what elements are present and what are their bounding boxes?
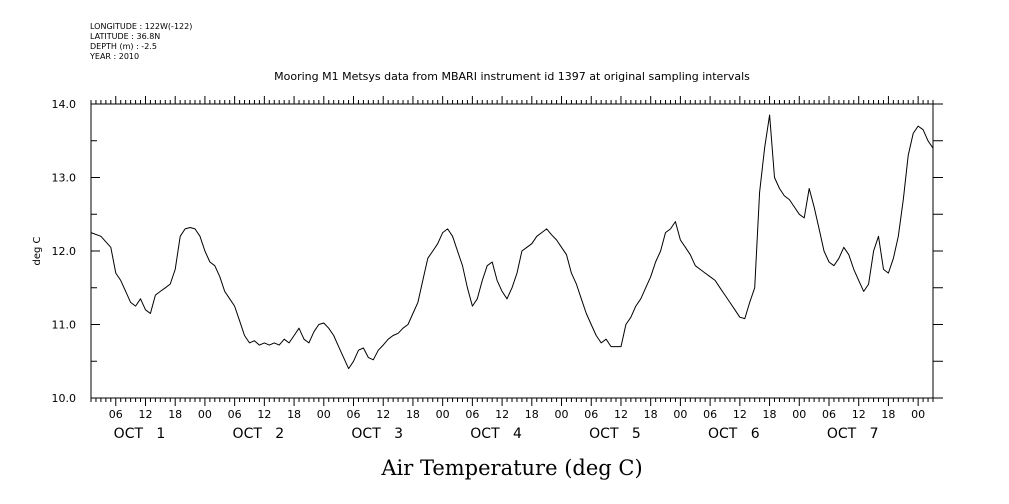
x-hour-label: 12 (614, 408, 628, 421)
x-hour-label: 18 (406, 408, 420, 421)
year-label: YEAR : 2010 (90, 52, 140, 61)
x-day-label: OCT 6 (708, 426, 760, 442)
y-tick-label: 13.0 (52, 172, 77, 185)
y-tick-label: 11.0 (52, 319, 77, 332)
x-hour-label: 06 (109, 408, 123, 421)
series-layer (90, 114, 934, 370)
y-axis: 10.0 11.0 12.0 13.0 14.0 (52, 98, 943, 405)
y-tick-label: 10.0 (52, 392, 77, 405)
x-hour-label: 00 (317, 408, 331, 421)
x-hour-label: 12 (257, 408, 271, 421)
x-hour-label: 00 (198, 408, 212, 421)
x-day-label: OCT 1 (114, 426, 166, 442)
x-hour-label: 06 (347, 408, 361, 421)
x-hour-label: 12 (733, 408, 747, 421)
x-hour-label: 18 (881, 408, 895, 421)
x-hour-label: 12 (138, 408, 152, 421)
x-day-label: OCT 2 (233, 426, 285, 442)
x-hour-label: 06 (822, 408, 836, 421)
series-line (90, 114, 934, 370)
x-hour-label: 00 (673, 408, 687, 421)
x-hour-label: 12 (852, 408, 866, 421)
x-hour-label: 06 (703, 408, 717, 421)
x-hour-label: 06 (465, 408, 479, 421)
plot-frame (90, 103, 934, 399)
x-hour-label: 00 (555, 408, 569, 421)
latitude-label: LATITUDE : 36.8N (90, 32, 161, 41)
x-hour-label: 18 (644, 408, 658, 421)
x-hour-label: 06 (584, 408, 598, 421)
x-hour-label: 18 (763, 408, 777, 421)
x-day-label: OCT 7 (827, 426, 879, 442)
chart-title: Mooring M1 Metsys data from MBARI instru… (274, 70, 750, 83)
longitude-label: LONGITUDE : 122W(-122) (90, 22, 193, 31)
x-hour-label: 12 (495, 408, 509, 421)
x-day-label: OCT 5 (589, 426, 641, 442)
depth-label: DEPTH (m) : -2.5 (90, 42, 157, 51)
y-axis-label: deg C (32, 236, 43, 265)
x-day-label: OCT 3 (351, 426, 403, 442)
x-hour-label: 00 (792, 408, 806, 421)
x-hour-label: 00 (911, 408, 925, 421)
metadata-block: LONGITUDE : 122W(-122) LATITUDE : 36.8N … (90, 22, 192, 62)
x-hour-label: 18 (168, 408, 182, 421)
x-hour-label: 00 (436, 408, 450, 421)
x-axis: 06 12 18 00 06 12 18 00 06 12 18 00 06 12 18 00 06 12 18 00… (90, 96, 934, 442)
x-axis-label: Air Temperature (deg C) (380, 456, 642, 480)
x-hour-label: 18 (287, 408, 301, 421)
x-day-label: OCT 4 (470, 426, 522, 442)
y-tick-label: 14.0 (52, 98, 77, 111)
x-hour-label: 06 (228, 408, 242, 421)
x-hour-label: 12 (376, 408, 390, 421)
x-hour-label: 18 (525, 408, 539, 421)
y-tick-label: 12.0 (52, 245, 77, 258)
